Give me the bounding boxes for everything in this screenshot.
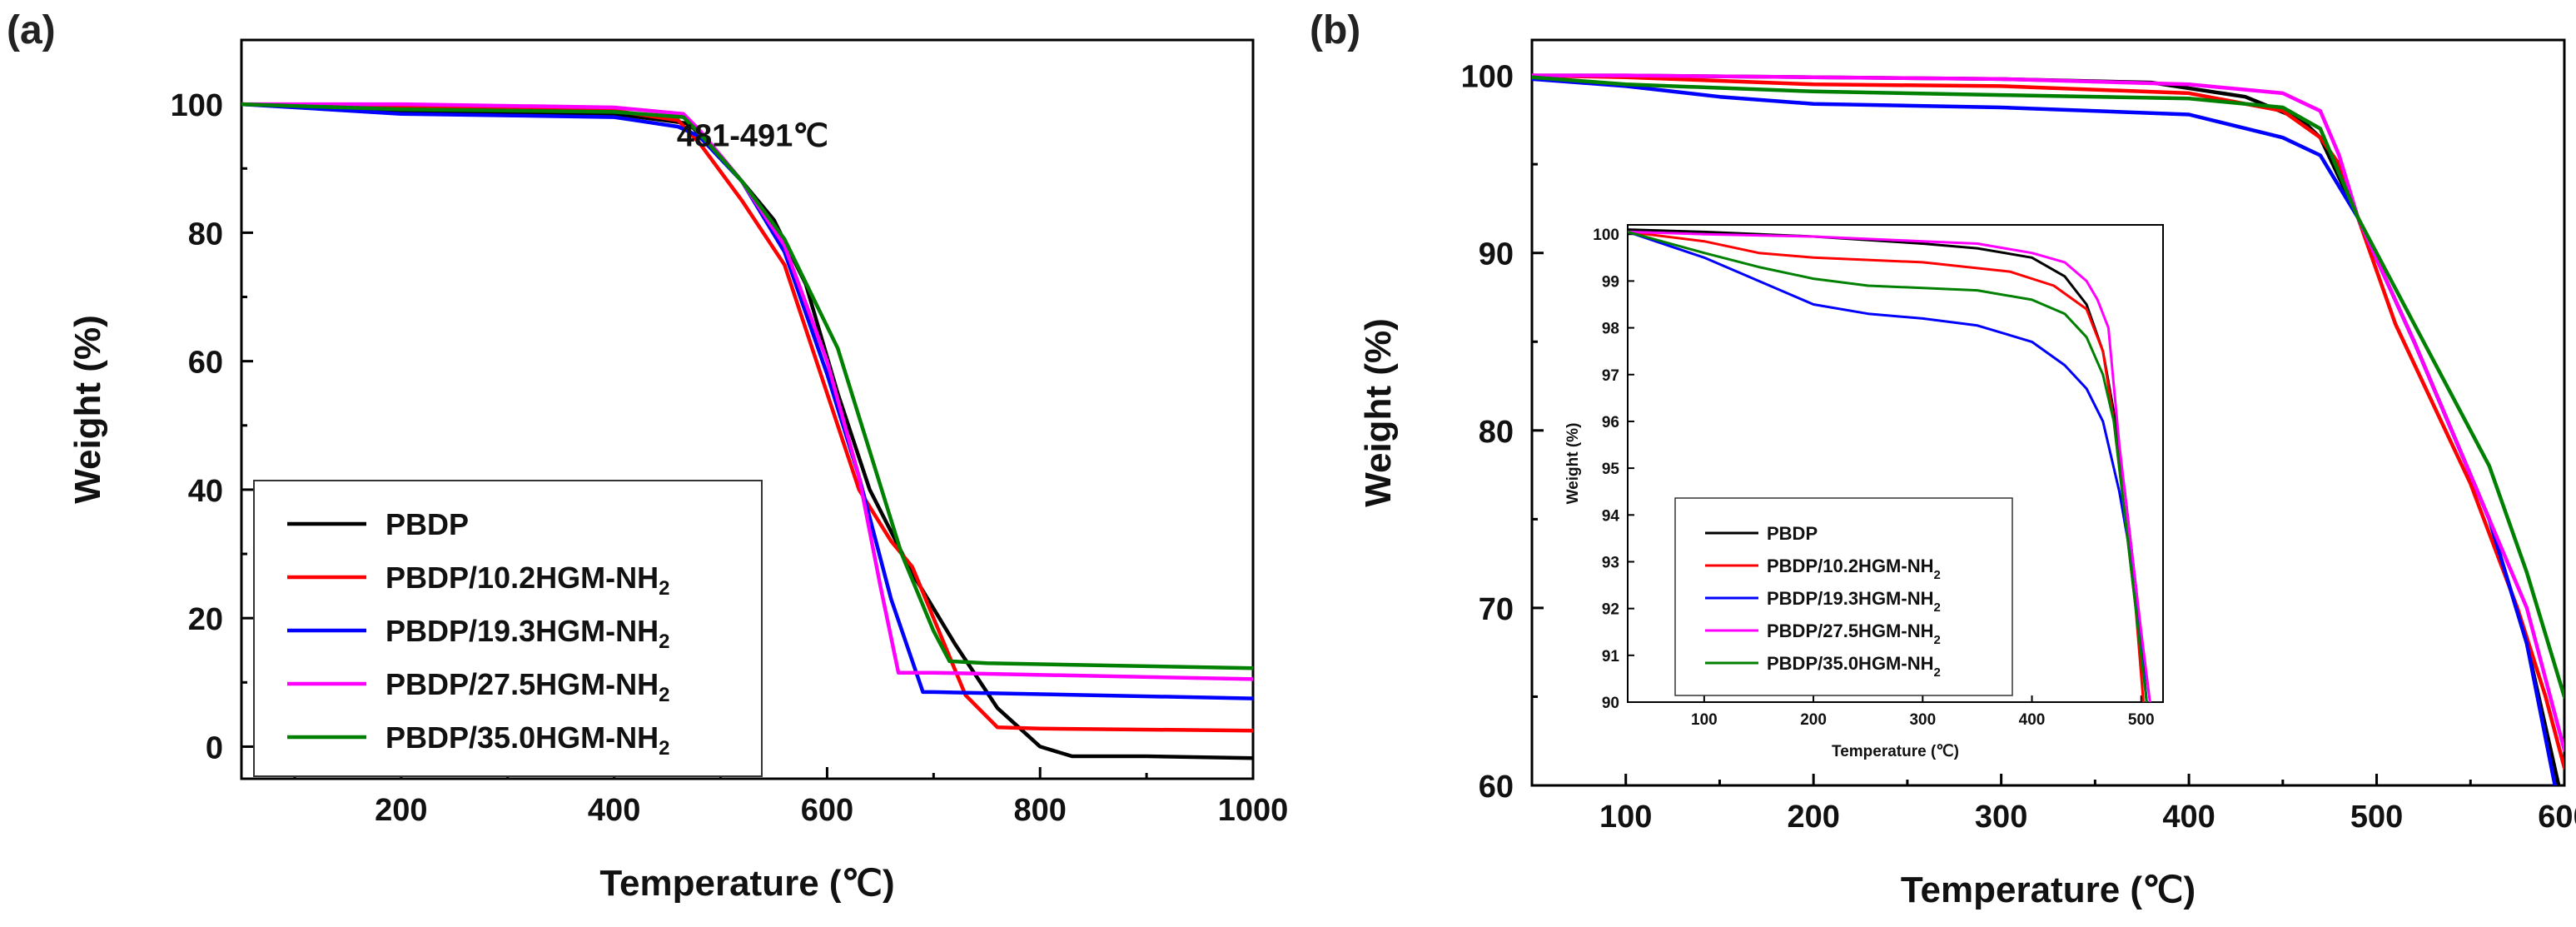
inset-plot: 100 200 300 400 500 90 91 92 93 94 95 96 97 98 99 100 Te… (1564, 224, 2164, 760)
panel-a-y-tick-label: 20 (188, 602, 223, 637)
panel-a-annotation: 481-491℃ (677, 119, 828, 154)
inset-series-line-pbdp-35-0hgm-nh (1628, 230, 2148, 702)
inset-y-tick-label: 95 (1602, 461, 1620, 478)
panel-a-plot: 200 400 600 800 1000 0 20 40 60 80 100 Temperature … (67, 38, 1289, 904)
panel-b-plot: 100 200 300 400 500 600 60 70 80 90 100 Temperature… (1358, 38, 2576, 910)
panel-b-series-line-pbdp-27-5hgm-nh (1532, 73, 2564, 752)
panel-a-legend-label: PBDP/10.2HGM-NH2 (385, 561, 669, 600)
panel-b-x-tick-label: 400 (2162, 800, 2215, 835)
panel-a-series-line-pbdp (241, 102, 1253, 760)
panel-a-legend-label: PBDP/27.5HGM-NH2 (385, 667, 669, 706)
inset-y-tick-label: 94 (1602, 507, 1620, 525)
panel-b-y-tick-label: 80 (1479, 415, 1514, 450)
panel-a-frame (240, 38, 1255, 780)
panel-a-x-tick-label: 800 (1014, 793, 1067, 828)
panel-a-legend-frame (253, 480, 763, 777)
inset-x-tick-label: 100 (1691, 711, 1718, 729)
panel-a-y-tick-label: 40 (188, 474, 223, 509)
inset-legend-label: PBDP/35.0HGM-NH2 (1767, 653, 1941, 680)
inset-y-tick-label: 98 (1602, 321, 1619, 338)
panel-a-legend: PBDP PBDP/10.2HGM-NH2 PBDP/19.3HGM-NH2 PBDP… (253, 480, 763, 777)
inset-y-axis-label: Weight (%) (1564, 423, 1582, 505)
inset-y-tick-label: 92 (1602, 601, 1619, 619)
panel-b-x-tick-label: 500 (2350, 800, 2403, 835)
panel-a-x-tick-label: 600 (801, 793, 853, 828)
panel-b-x-tick-label: 200 (1787, 800, 1839, 835)
inset-series-group (1628, 228, 2151, 702)
panel-a-series-line-pbdp-27-5hgm-nh (241, 102, 1253, 681)
inset-legend: PBDP PBDP/10.2HGM-NH2 PBDP/19.3HGM-NH2 PBDP… (1674, 497, 2013, 696)
inset-y-tick-label: 97 (1602, 367, 1619, 385)
inset-y-tick-label: 96 (1602, 414, 1619, 431)
panel-a-x-tick-label: 1000 (1218, 793, 1289, 828)
inset-series-line-pbdp-19-3hgm-nh (1628, 230, 2148, 702)
panel-a-y-tick-label: 60 (188, 346, 223, 381)
inset-x-tick-label: 200 (1800, 711, 1827, 729)
inset-legend-label: PBDP/10.2HGM-NH2 (1767, 556, 1941, 582)
panel-b-x-tick-label: 300 (1975, 800, 2027, 835)
panel-b-x-axis-label: Temperature (℃) (1901, 870, 2196, 910)
panel-b-label: (b) (1310, 8, 1360, 52)
inset-y-tick-label: 99 (1602, 273, 1619, 291)
panel-a-legend-label: PBDP/19.3HGM-NH2 (385, 614, 669, 653)
panel-a-series-group (241, 102, 1253, 760)
inset-y-tick-label: 93 (1602, 554, 1619, 571)
panel-b-series-group (1532, 73, 2564, 785)
panel-a-y-axis-label: Weight (%) (67, 315, 108, 504)
panel-a-label: (a) (7, 8, 56, 52)
panel-b-x-tick-label: 600 (2538, 800, 2576, 835)
panel-a-x-tick-label: 200 (375, 793, 427, 828)
panel-b-series-line-pbdp-35-0hgm-nh (1532, 75, 2564, 699)
inset-legend-label: PBDP (1767, 523, 1818, 544)
panel-a-x-tick-label: 400 (588, 793, 640, 828)
inset-series-line-pbdp-27-5hgm-nh (1628, 230, 2151, 702)
panel-a-series-line-pbdp-19-3hgm-nh (241, 102, 1253, 700)
inset-x-tick-label: 300 (1909, 711, 1936, 729)
panel-b-frame (1530, 38, 2566, 787)
panel-a-series-line-pbdp-35-0hgm-nh (241, 102, 1253, 670)
panel-b-y-axis-label: Weight (%) (1358, 318, 1399, 507)
panel-a-x-axis-label: Temperature (℃) (599, 863, 894, 904)
panel-a-legend-label: PBDP/35.0HGM-NH2 (385, 720, 669, 760)
panel-b-y-tick-label: 100 (1461, 60, 1514, 95)
inset-legend-label: PBDP/19.3HGM-NH2 (1767, 588, 1941, 615)
inset-y-tick-label: 90 (1602, 695, 1619, 712)
panel-a-y-tick-label: 100 (171, 88, 223, 123)
inset-y-tick-label: 91 (1602, 648, 1620, 665)
panel-b-x-tick-label: 100 (1599, 800, 1652, 835)
panel-a-legend-label: PBDP (385, 507, 469, 541)
inset-x-axis-label: Temperature (℃) (1832, 743, 1959, 760)
inset-legend-label: PBDP/27.5HGM-NH2 (1767, 620, 1941, 647)
panel-b-y-tick-label: 90 (1479, 237, 1514, 272)
panel-a-y-tick-label: 0 (206, 730, 223, 765)
inset-x-tick-label: 400 (2019, 711, 2046, 729)
panel-b-y-tick-label: 70 (1479, 592, 1514, 627)
inset-x-tick-label: 500 (2128, 711, 2155, 729)
panel-b-y-tick-label: 60 (1479, 770, 1514, 805)
inset-y-tick-label: 100 (1593, 227, 1619, 244)
panel-a-y-tick-label: 80 (188, 217, 223, 252)
